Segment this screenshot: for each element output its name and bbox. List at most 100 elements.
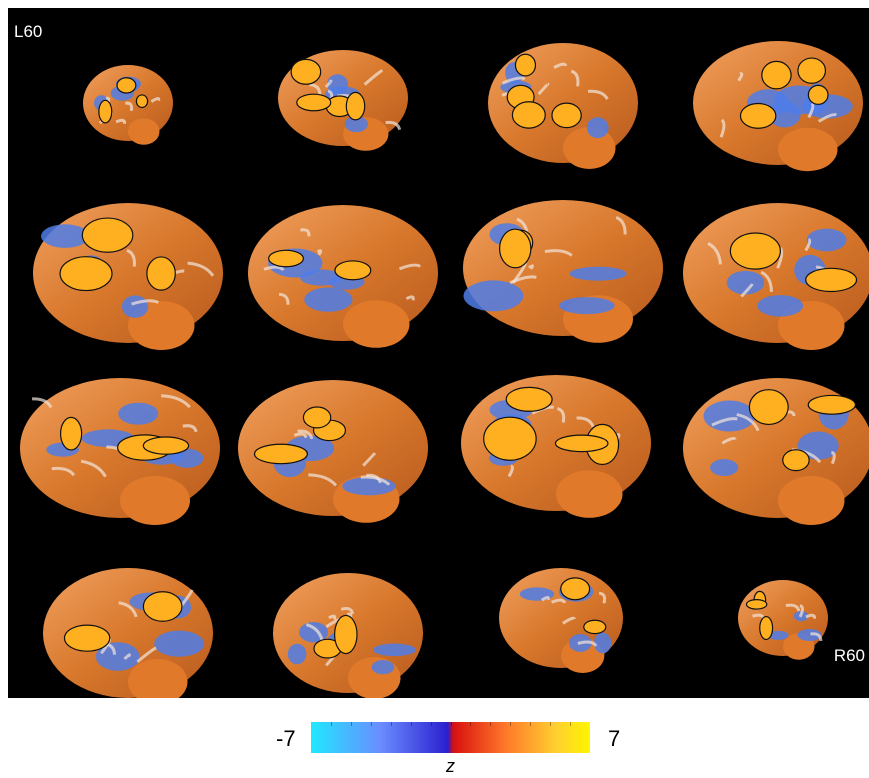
negative-activation xyxy=(326,74,349,95)
negative-activation xyxy=(372,643,417,657)
positive-activation-cluster xyxy=(729,232,781,270)
sulcus xyxy=(501,76,526,85)
positive-activation-cluster xyxy=(499,228,532,269)
negative-activation xyxy=(710,459,739,476)
sulcus xyxy=(805,613,817,619)
positive-activation-cluster xyxy=(142,591,183,622)
sulcus xyxy=(711,417,738,427)
brain-slice xyxy=(693,41,863,172)
positive-activation-cluster xyxy=(745,599,768,610)
positive-activation-cluster xyxy=(805,267,858,293)
negative-activation xyxy=(768,101,801,128)
positive-activation-cluster xyxy=(583,619,607,635)
sulcus xyxy=(80,459,107,478)
brain-slice-body xyxy=(463,200,663,336)
colorbar-tick xyxy=(370,722,372,726)
sulcus xyxy=(309,83,322,96)
sulcus xyxy=(125,101,134,112)
positive-activation-cluster xyxy=(560,577,591,601)
cerebellum xyxy=(563,127,616,169)
sulcus xyxy=(785,603,801,612)
negative-activation xyxy=(118,402,159,425)
cerebellum xyxy=(343,300,410,348)
brain-slice xyxy=(33,203,223,350)
positive-activation-cluster xyxy=(116,77,137,94)
cerebellum xyxy=(778,476,845,525)
sulcus xyxy=(278,292,290,305)
positive-activation-cluster xyxy=(807,394,857,415)
brain-slice xyxy=(683,203,869,350)
cerebellum xyxy=(128,118,160,145)
negative-activation xyxy=(154,630,205,657)
positive-activation-cluster xyxy=(302,406,332,429)
cerebellum xyxy=(128,659,188,698)
brain-slice xyxy=(43,568,213,698)
sulcus xyxy=(830,451,836,465)
brain-slice xyxy=(738,580,828,660)
positive-activation-cluster xyxy=(81,217,134,253)
left-hemisphere-label: L60 xyxy=(14,22,43,41)
positive-activation-cluster xyxy=(135,94,149,109)
positive-activation-cluster xyxy=(296,93,332,112)
sulcus xyxy=(305,623,324,642)
negative-activation xyxy=(586,117,609,139)
sulcus xyxy=(737,72,744,82)
colorbar-tick xyxy=(430,722,432,726)
sulcus xyxy=(599,591,607,604)
positive-activation-cluster xyxy=(142,436,190,455)
positive-activation-cluster xyxy=(253,443,308,465)
sulcus xyxy=(51,466,76,477)
cerebellum xyxy=(556,470,623,518)
colorbar-variable-label: z xyxy=(446,756,455,776)
positive-activation-cluster xyxy=(554,434,609,453)
colorbar-tick xyxy=(570,722,572,726)
colorbar-tick xyxy=(490,722,492,726)
brain-slice xyxy=(463,200,663,343)
negative-activation xyxy=(569,266,627,281)
positive-activation-cluster xyxy=(146,256,176,291)
sulcus xyxy=(123,653,131,660)
sulcus xyxy=(740,283,754,298)
colorbar-tick xyxy=(410,722,412,726)
sulcus xyxy=(577,640,598,647)
sulcus xyxy=(187,261,215,277)
sulcus xyxy=(31,397,53,409)
sulcus xyxy=(118,601,138,618)
sulcus xyxy=(807,101,815,119)
negative-activation xyxy=(559,297,615,315)
positive-activation-cluster xyxy=(782,449,810,472)
right-hemisphere-label: R60 xyxy=(833,646,865,665)
positive-activation-cluster xyxy=(511,101,546,129)
sulcus xyxy=(576,416,595,428)
negative-activation xyxy=(287,643,307,665)
negative-activation xyxy=(304,287,353,312)
colorbar-gradient xyxy=(311,722,590,753)
positive-activation-cluster xyxy=(334,260,372,281)
brain-slice xyxy=(499,568,623,673)
positive-activation-cluster xyxy=(797,57,827,84)
sulcus xyxy=(537,82,550,96)
sulcus xyxy=(316,249,323,256)
sulcus xyxy=(308,473,338,487)
positive-activation-cluster xyxy=(98,99,113,124)
sulcus xyxy=(817,113,837,123)
sulcus xyxy=(528,264,534,270)
sulcus xyxy=(760,270,773,292)
brain-slice xyxy=(83,65,173,145)
negative-activation xyxy=(344,116,368,133)
colorbar: -7 7 z xyxy=(0,700,869,778)
sulcus xyxy=(719,118,726,138)
negative-activation xyxy=(757,295,804,317)
sulcus xyxy=(126,248,136,267)
positive-activation-cluster xyxy=(514,53,537,77)
colorbar-tick xyxy=(350,722,352,726)
sulcus xyxy=(161,394,191,409)
brain-slice xyxy=(238,380,428,523)
cerebellum xyxy=(778,127,838,172)
sulcus xyxy=(570,69,580,87)
sulcus xyxy=(398,263,422,271)
sulcus xyxy=(776,247,784,269)
negative-activation xyxy=(95,642,140,671)
sulcus xyxy=(587,89,609,100)
positive-activation-cluster xyxy=(268,249,304,268)
